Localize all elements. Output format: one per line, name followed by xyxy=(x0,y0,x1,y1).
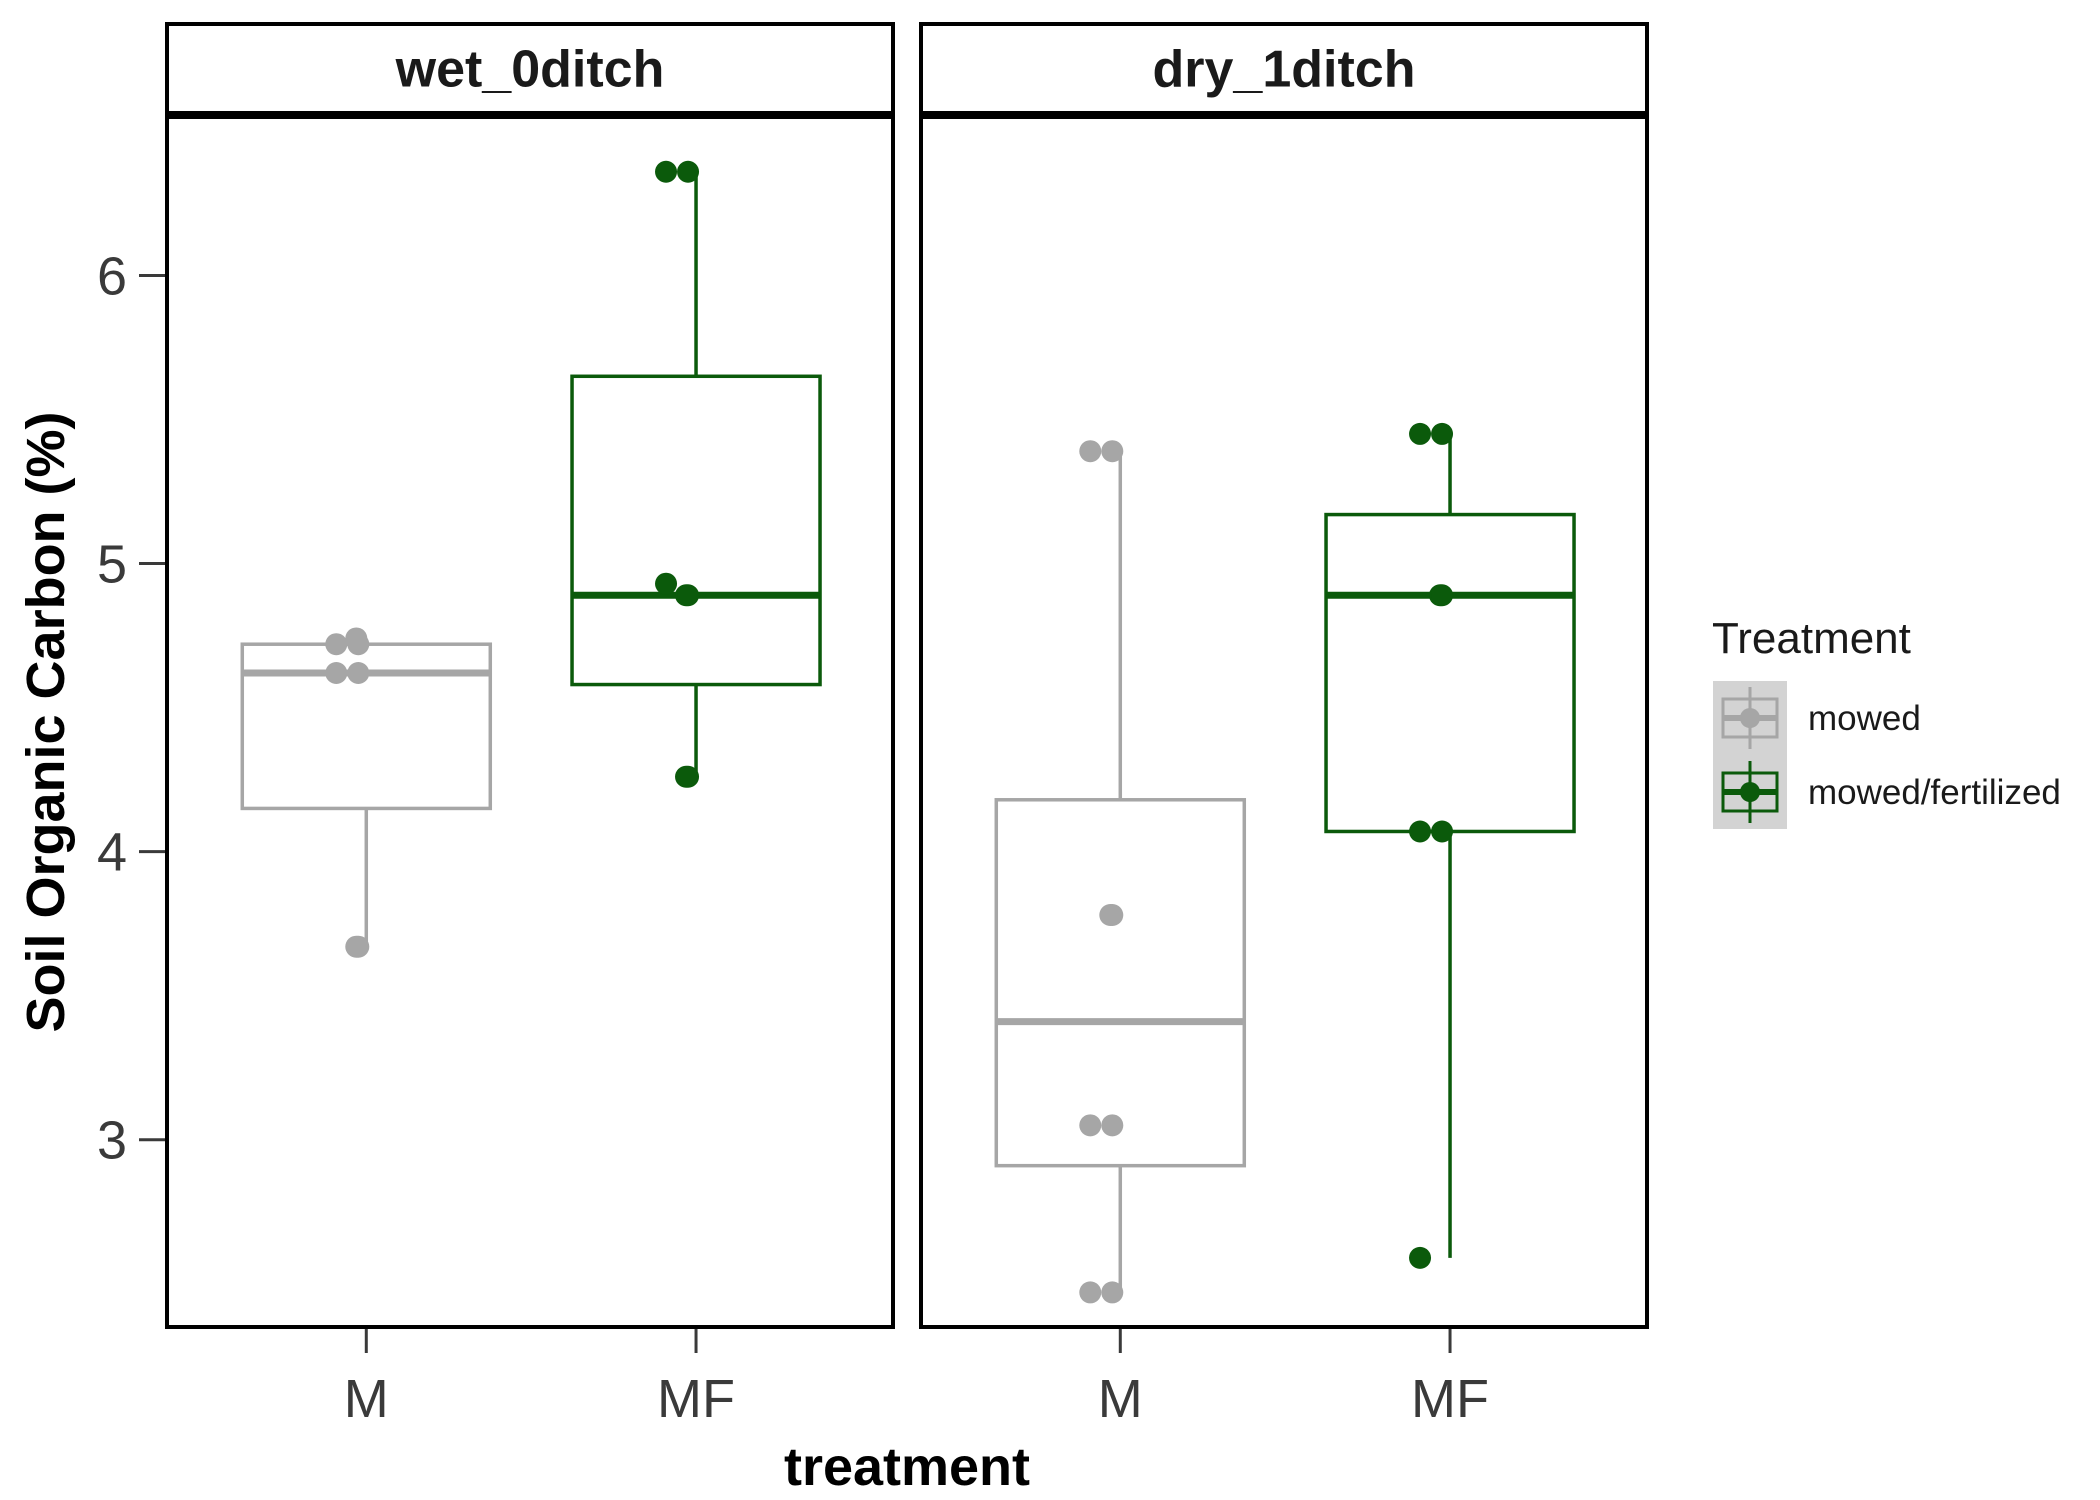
box-MF xyxy=(570,160,822,788)
data-point xyxy=(655,572,678,595)
panel-frame xyxy=(165,115,895,1329)
data-point xyxy=(345,627,368,650)
data-point xyxy=(325,633,348,656)
data-point xyxy=(1079,440,1102,463)
strip-box xyxy=(165,22,895,115)
panels-layer: wet_0ditch M MF dry_1ditch M MF xyxy=(165,22,1649,1429)
box-iqr xyxy=(570,374,822,687)
legend-point xyxy=(1740,782,1760,802)
strip-label: wet_0ditch xyxy=(395,41,665,99)
x-tick-label: MF xyxy=(1411,1369,1489,1429)
data-point xyxy=(655,160,678,183)
y-tick-label: 3 xyxy=(97,1111,127,1171)
y-axis-title: Soil Organic Carbon (%) xyxy=(16,411,76,1032)
y-tick-label: 6 xyxy=(97,246,127,306)
strip-label: dry_1ditch xyxy=(1153,41,1416,99)
y-tick-label: 4 xyxy=(97,823,127,883)
box-iqr xyxy=(994,798,1247,1168)
y-tick-label: 5 xyxy=(97,535,127,595)
legend-key-M: mowed xyxy=(1713,681,1921,755)
legend-title: Treatment xyxy=(1712,614,1911,663)
x-tick-label: M xyxy=(344,1369,389,1429)
data-point xyxy=(1101,1114,1124,1137)
y-axis: 3 4 5 6 xyxy=(97,246,165,1171)
legend-label: mowed/fertilized xyxy=(1808,773,2061,812)
data-point xyxy=(1409,422,1432,445)
panel-wet_0ditch: wet_0ditch M MF xyxy=(165,22,895,1429)
box-M xyxy=(994,440,1247,1304)
data-point xyxy=(1079,1281,1102,1304)
data-point xyxy=(1431,584,1454,607)
data-point xyxy=(1101,904,1124,927)
legend-point xyxy=(1740,708,1760,728)
box-MF xyxy=(1324,422,1576,1269)
legend-key-MF: mowed/fertilized xyxy=(1713,755,2061,829)
panel-frame xyxy=(919,115,1649,1329)
data-point xyxy=(1431,820,1454,843)
box-M xyxy=(240,627,493,958)
data-point xyxy=(1101,1281,1124,1304)
data-point xyxy=(325,662,348,685)
data-point xyxy=(347,662,370,685)
legend-label: mowed xyxy=(1808,699,1921,738)
data-point xyxy=(1409,1246,1432,1269)
data-point xyxy=(677,765,700,788)
x-axis-title: treatment xyxy=(784,1437,1030,1497)
data-point xyxy=(1409,820,1432,843)
strip-box xyxy=(919,22,1649,115)
data-point xyxy=(677,160,700,183)
panel-dry_1ditch: dry_1ditch M MF xyxy=(919,22,1649,1429)
x-tick-label: M xyxy=(1098,1369,1143,1429)
x-tick-label: MF xyxy=(657,1369,735,1429)
data-point xyxy=(1101,440,1124,463)
legend: Treatment mowed mowed/fertilized xyxy=(1712,614,2061,829)
data-point xyxy=(347,935,370,958)
data-point xyxy=(1431,422,1454,445)
data-point xyxy=(1079,1114,1102,1137)
data-point xyxy=(677,584,700,607)
